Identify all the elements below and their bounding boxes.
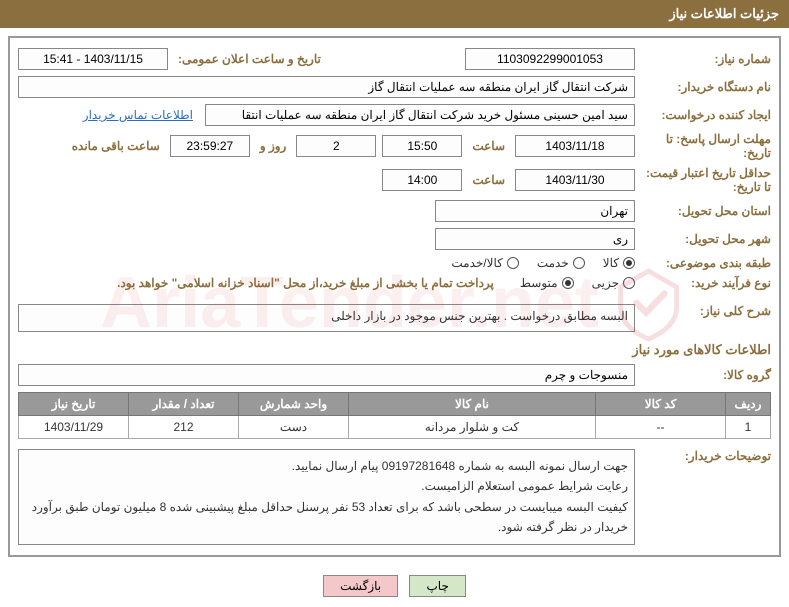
buyer-desc-box[interactable]: جهت ارسال نمونه البسه به شماره 091972816… bbox=[18, 449, 635, 545]
table-cell: 1 bbox=[726, 416, 771, 439]
buyer-input[interactable] bbox=[18, 76, 635, 98]
contact-link[interactable]: اطلاعات تماس خریدار bbox=[83, 108, 199, 122]
time-label-2: ساعت bbox=[468, 173, 509, 187]
summary-textarea[interactable]: البسه مطابق درخواست . بهترین جنس موجود د… bbox=[18, 304, 635, 332]
back-button[interactable]: بازگشت bbox=[323, 575, 398, 597]
day-label: روز و bbox=[256, 139, 291, 153]
buyer-label: نام دستگاه خریدار: bbox=[641, 80, 771, 94]
details-panel: شماره نیاز: تاریخ و ساعت اعلان عمومی: نا… bbox=[8, 36, 781, 557]
group-label: گروه کالا: bbox=[641, 368, 771, 382]
process-label: نوع فرآیند خرید: bbox=[641, 276, 771, 290]
requester-input[interactable] bbox=[205, 104, 635, 126]
city-label: شهر محل تحویل: bbox=[641, 232, 771, 246]
panel-header: جزئیات اطلاعات نیاز bbox=[0, 0, 789, 28]
print-button[interactable]: چاپ bbox=[409, 575, 465, 597]
table-header: واحد شمارش bbox=[239, 393, 349, 416]
remaining-label: ساعت باقی مانده bbox=[68, 139, 164, 153]
validity-time-input[interactable] bbox=[382, 169, 462, 191]
need-no-input[interactable] bbox=[465, 48, 635, 70]
table-cell: -- bbox=[596, 416, 726, 439]
table-header: ردیف bbox=[726, 393, 771, 416]
summary-label: شرح کلی نیاز: bbox=[641, 304, 771, 318]
button-row: چاپ بازگشت bbox=[0, 565, 789, 607]
time-label-1: ساعت bbox=[468, 139, 509, 153]
table-header: کد کالا bbox=[596, 393, 726, 416]
category-label: طبقه بندی موضوعی: bbox=[641, 256, 771, 270]
days-left-input[interactable] bbox=[296, 135, 376, 157]
table-header: تعداد / مقدار bbox=[129, 393, 239, 416]
buyer-desc-label: توضیحات خریدار: bbox=[641, 449, 771, 463]
group-input[interactable] bbox=[18, 364, 635, 386]
need-no-label: شماره نیاز: bbox=[641, 52, 771, 66]
table-cell: 1403/11/29 bbox=[19, 416, 129, 439]
city-input[interactable] bbox=[435, 228, 635, 250]
radio-minor[interactable]: جزیی bbox=[592, 276, 635, 290]
radio-goods-service[interactable]: کالا/خدمت bbox=[451, 256, 518, 270]
goods-info-title: اطلاعات کالاهای مورد نیاز bbox=[18, 342, 771, 358]
table-header: نام کالا bbox=[349, 393, 596, 416]
panel-title: جزئیات اطلاعات نیاز bbox=[669, 6, 779, 21]
table-row: 1--کت و شلوار مردانهدست2121403/11/29 bbox=[19, 416, 771, 439]
table-cell: 212 bbox=[129, 416, 239, 439]
province-label: استان محل تحویل: bbox=[641, 204, 771, 218]
validity-label: حداقل تاریخ اعتبار قیمت: تا تاریخ: bbox=[641, 166, 771, 194]
announce-input[interactable] bbox=[18, 48, 168, 70]
table-cell: دست bbox=[239, 416, 349, 439]
countdown-input[interactable] bbox=[170, 135, 250, 157]
process-radio-group: جزیی متوسط bbox=[520, 276, 635, 290]
goods-table: ردیفکد کالانام کالاواحد شمارشتعداد / مقد… bbox=[18, 392, 771, 439]
payment-note: پرداخت تمام یا بخشی از مبلغ خرید،از محل … bbox=[117, 276, 514, 290]
deadline-date-input[interactable] bbox=[515, 135, 635, 157]
deadline-time-input[interactable] bbox=[382, 135, 462, 157]
radio-service[interactable]: خدمت bbox=[537, 256, 585, 270]
table-cell: کت و شلوار مردانه bbox=[349, 416, 596, 439]
category-radio-group: کالا خدمت کالا/خدمت bbox=[451, 256, 635, 270]
requester-label: ایجاد کننده درخواست: bbox=[641, 108, 771, 122]
table-header: تاریخ نیاز bbox=[19, 393, 129, 416]
deadline-label: مهلت ارسال پاسخ: تا تاریخ: bbox=[641, 132, 771, 160]
radio-medium[interactable]: متوسط bbox=[520, 276, 574, 290]
announce-label: تاریخ و ساعت اعلان عمومی: bbox=[174, 52, 325, 66]
province-input[interactable] bbox=[435, 200, 635, 222]
validity-date-input[interactable] bbox=[515, 169, 635, 191]
radio-goods[interactable]: کالا bbox=[603, 256, 635, 270]
